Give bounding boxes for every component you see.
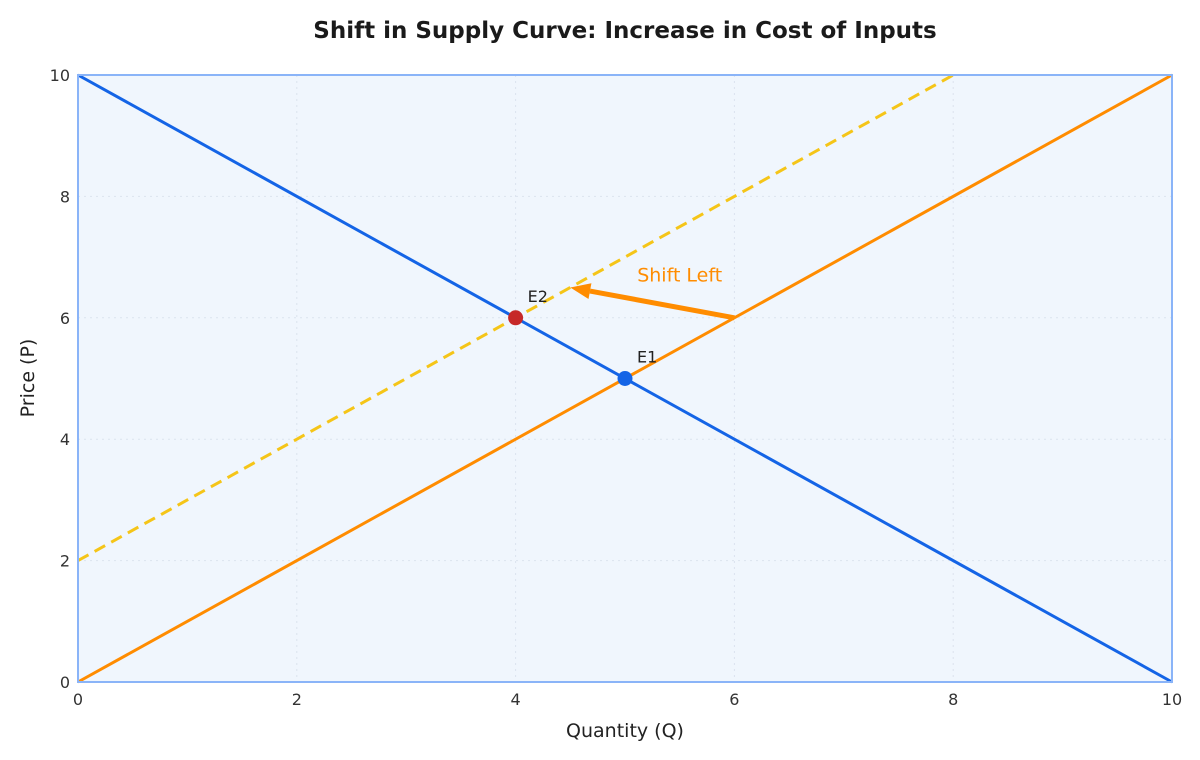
y-ticks: 0 2 4 6 8 10 [50, 66, 70, 692]
y-tick-label: 4 [60, 430, 70, 449]
x-tick-label: 4 [511, 690, 521, 709]
x-tick-label: 2 [292, 690, 302, 709]
point-label-e1: E1 [637, 348, 657, 367]
y-tick-label: 10 [50, 66, 70, 85]
equilibrium-point-e1 [617, 371, 633, 386]
x-tick-label: 10 [1162, 690, 1182, 709]
plot-frame [77, 74, 1173, 683]
shift-annotation-label: Shift Left [637, 264, 722, 286]
shift-arrow-head [570, 283, 592, 299]
y-tick-label: 0 [60, 673, 70, 692]
y-tick-label: 6 [60, 309, 70, 328]
x-tick-label: 8 [948, 690, 958, 709]
y-axis-label: Price (P) [17, 339, 39, 418]
x-ticks: 0 2 4 6 8 10 [73, 690, 1182, 709]
annotations: Shift Left [570, 264, 735, 321]
equilibrium-point-e2 [508, 310, 524, 326]
chart-title: Shift in Supply Curve: Increase in Cost … [313, 18, 936, 44]
y-tick-label: 2 [60, 552, 70, 571]
x-tick-label: 0 [73, 690, 83, 709]
y-tick-label: 8 [60, 187, 70, 206]
x-tick-label: 6 [729, 690, 739, 709]
point-label-e2: E2 [528, 287, 548, 306]
points-group: E1 E2 [508, 287, 657, 386]
x-axis-label: Quantity (Q) [566, 720, 684, 742]
shift-arrow-shaft [589, 288, 735, 321]
